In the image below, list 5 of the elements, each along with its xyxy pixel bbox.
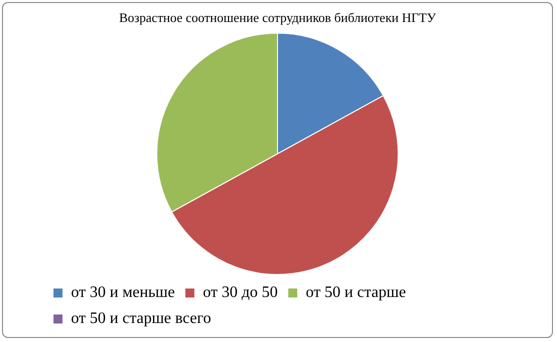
legend-label: от 50 и старше всего	[71, 310, 212, 328]
legend-label: от 30 и меньше	[71, 284, 175, 302]
legend-label: от 50 и старше	[306, 284, 406, 302]
legend-label: от 30 до 50	[202, 284, 278, 302]
chart-title: Возрастное соотношение сотрудников библиотеки НГТУ	[119, 10, 437, 26]
